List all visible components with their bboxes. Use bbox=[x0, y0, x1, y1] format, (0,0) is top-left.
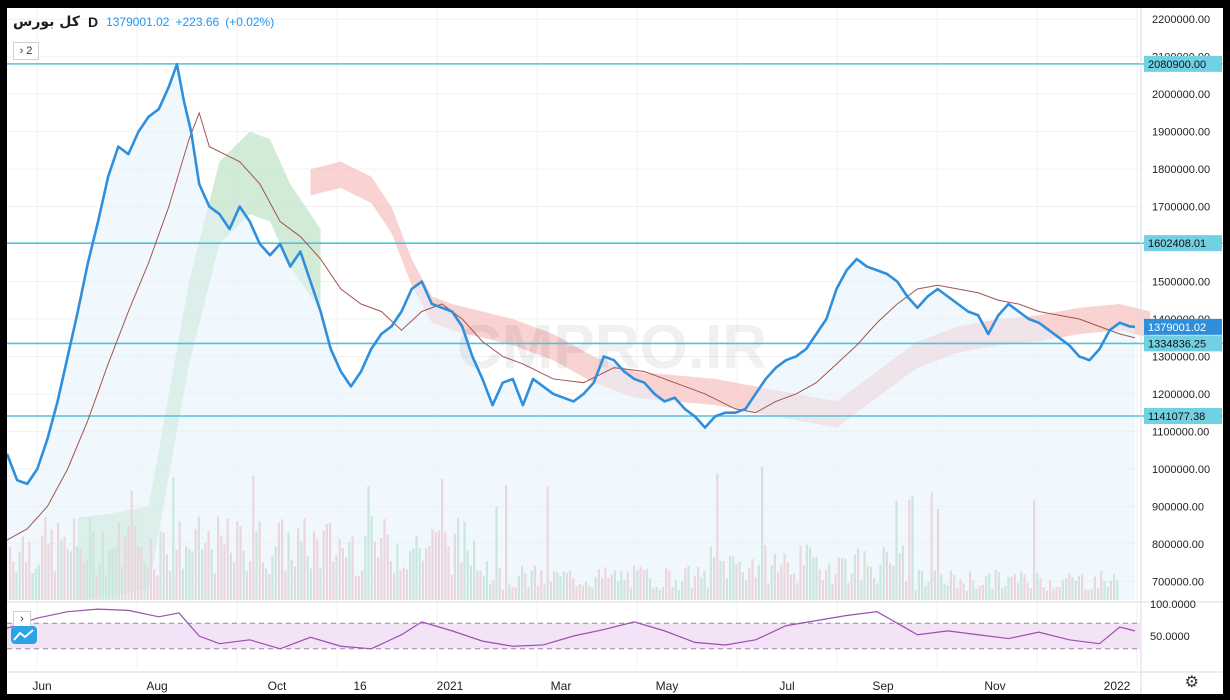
level-badge: 1602408.01 bbox=[1148, 238, 1206, 250]
interval-label[interactable]: D bbox=[87, 14, 99, 30]
last-price-badge: 1379001.02 bbox=[1148, 322, 1206, 334]
price-lines bbox=[7, 62, 1136, 541]
rsi-tick-label: 100.0000 bbox=[1150, 599, 1196, 611]
x-tick-label: May bbox=[656, 679, 679, 693]
chevron-right-icon: › bbox=[20, 613, 24, 625]
rsi-line bbox=[7, 608, 1136, 650]
level-badge: 1141077.38 bbox=[1148, 411, 1205, 423]
y-tick-label: 1200000.00 bbox=[1152, 389, 1210, 401]
x-tick-label: Mar bbox=[551, 679, 572, 693]
last-price: 1379001.02 bbox=[106, 15, 170, 29]
level-badge-bg bbox=[1144, 235, 1222, 252]
chart-svg[interactable]: CMPRO.IR 2200000.002100000.002000000.001… bbox=[7, 8, 1223, 694]
y-tick-label: 1500000.00 bbox=[1152, 277, 1210, 289]
chevron-right-icon: › bbox=[19, 45, 24, 57]
kijun-line bbox=[7, 111, 1136, 541]
watermark: CMPRO.IR bbox=[457, 313, 767, 382]
level-badge-bg bbox=[1144, 335, 1222, 352]
x-tick-label: 2022 bbox=[1104, 679, 1131, 693]
indicators-toggle-button[interactable]: › 2 bbox=[13, 42, 39, 60]
y-tick-label: 700000.00 bbox=[1152, 576, 1204, 588]
y-tick-label: 1900000.00 bbox=[1152, 127, 1210, 139]
x-tick-label: 2021 bbox=[437, 679, 464, 693]
y-tick-label: 2000000.00 bbox=[1152, 89, 1210, 101]
x-tick-label: 16 bbox=[353, 679, 367, 693]
symbol-name[interactable]: کل بورس bbox=[13, 14, 80, 30]
y-tick-label: 1300000.00 bbox=[1152, 351, 1210, 363]
y-tick-label: 1000000.00 bbox=[1152, 464, 1210, 476]
x-tick-label: Aug bbox=[146, 679, 167, 693]
x-tick-label: Nov bbox=[984, 679, 1005, 693]
symbol-header: کل بورس D 1379001.02 +223.66 (+0.02%) bbox=[13, 14, 274, 30]
y-tick-label: 2200000.00 bbox=[1152, 14, 1210, 26]
level-badge-bg bbox=[1144, 55, 1222, 72]
last-price-badge-bg bbox=[1144, 318, 1222, 335]
price-change: +223.66 bbox=[175, 15, 220, 29]
x-tick-label: Jun bbox=[32, 679, 51, 693]
price-line bbox=[7, 62, 1136, 486]
level-badge: 1334836.25 bbox=[1148, 338, 1206, 350]
price-values: 1379001.02 +223.66 (+0.02%) bbox=[106, 15, 274, 29]
y-tick-label: 1800000.00 bbox=[1152, 164, 1210, 176]
y-tick-label: 800000.00 bbox=[1152, 539, 1204, 551]
level-badge: 2080900.00 bbox=[1148, 59, 1206, 71]
rsi-tick-label: 50.0000 bbox=[1150, 631, 1190, 643]
tradingview-logo-icon[interactable] bbox=[11, 626, 37, 644]
x-tick-label: Oct bbox=[268, 679, 287, 693]
time-axis[interactable]: Jun Aug Oct 16 2021 Mar May Jul Sep Nov 2022 bbox=[7, 671, 1223, 693]
rsi-panel: 100.0000 50.0000 bbox=[7, 599, 1223, 650]
price-change-pct: (+0.02%) bbox=[225, 15, 275, 29]
price-axis[interactable]: 2200000.002100000.002000000.001900000.00… bbox=[1140, 8, 1222, 694]
x-tick-label: Jul bbox=[779, 679, 794, 693]
y-tick-label: 1100000.00 bbox=[1152, 426, 1209, 438]
level-badge-bg bbox=[1144, 408, 1222, 425]
price-area-fill bbox=[7, 64, 1135, 601]
rsi-toggle-button[interactable]: › bbox=[13, 611, 31, 627]
gear-icon[interactable]: ⚙ bbox=[1184, 674, 1199, 691]
y-tick-label: 1700000.00 bbox=[1152, 202, 1210, 214]
price-area bbox=[7, 64, 1135, 601]
x-tick-label: Sep bbox=[872, 679, 894, 693]
indicators-count: 2 bbox=[26, 45, 33, 57]
horizontal-levels[interactable] bbox=[7, 63, 1223, 417]
chart-frame: CMPRO.IR 2200000.002100000.002000000.001… bbox=[7, 8, 1223, 694]
y-tick-label: 900000.00 bbox=[1152, 501, 1204, 513]
